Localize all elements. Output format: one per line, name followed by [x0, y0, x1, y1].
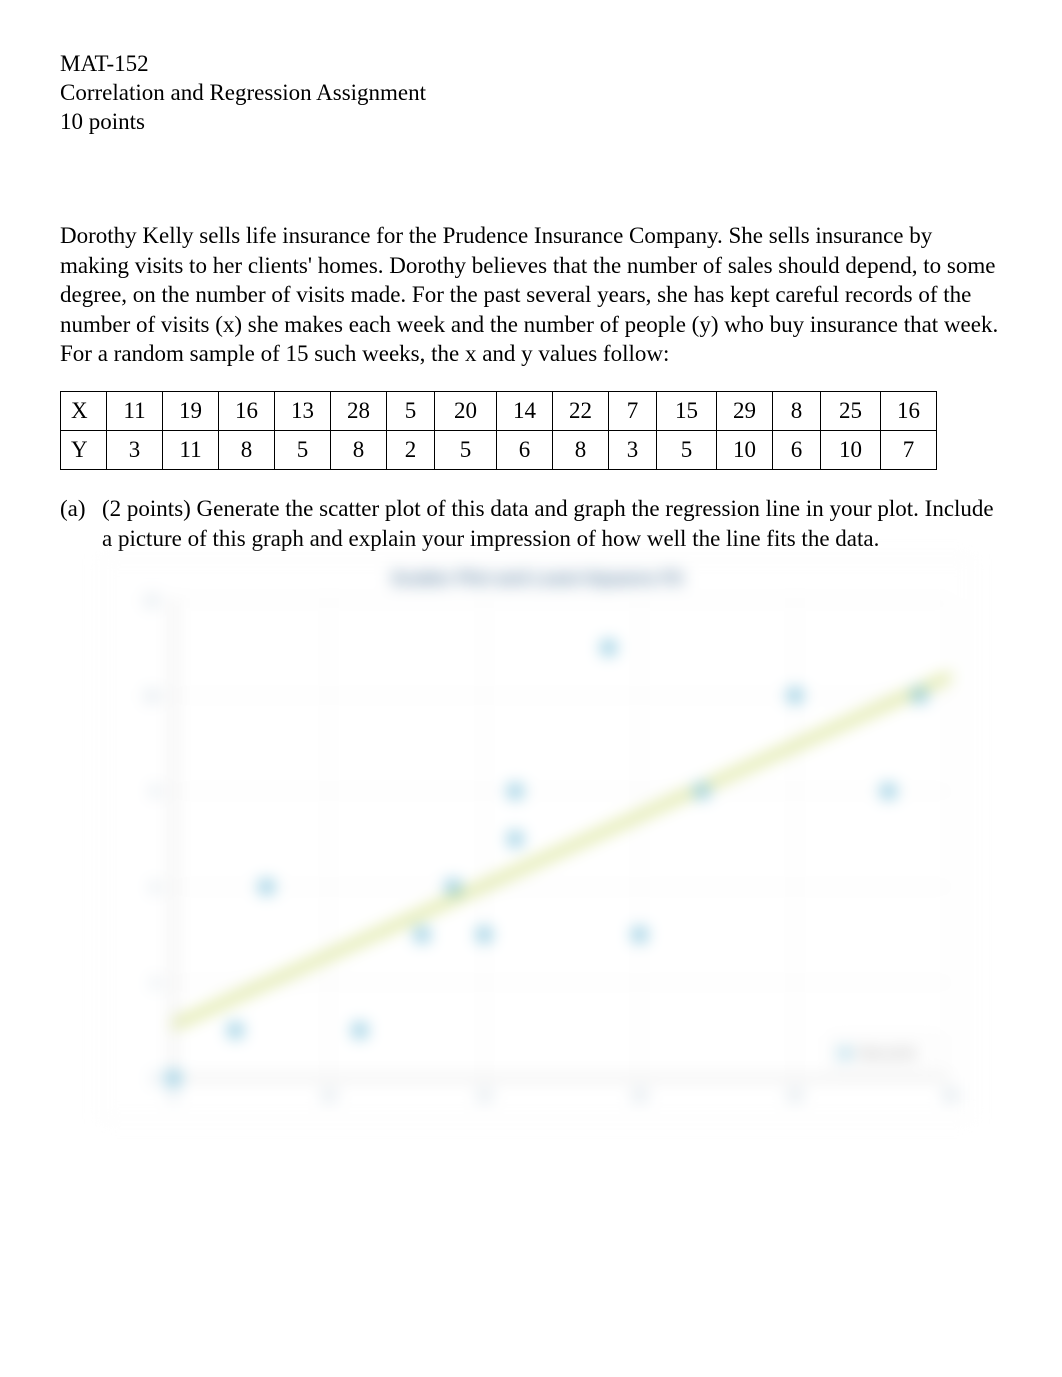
data-cell: 6: [773, 431, 821, 470]
y-tick-label: 2: [152, 1070, 160, 1086]
data-cell: 2: [387, 431, 435, 470]
data-cell: 8: [773, 392, 821, 431]
data-cell: 19: [163, 392, 219, 431]
x-tick-label: 30: [943, 1087, 959, 1103]
x-tick-label: 10: [321, 1087, 337, 1103]
y-tick-label: 12: [144, 592, 160, 608]
data-cell: 3: [609, 431, 657, 470]
points-line: 10 points: [60, 108, 1002, 137]
data-point: [508, 832, 522, 846]
chart-title: Scatter Plot and Least-Squares Fit: [391, 568, 683, 588]
data-cell: 5: [275, 431, 331, 470]
data-cell: 14: [497, 392, 553, 431]
data-cell: 25: [821, 392, 881, 431]
data-cell: 8: [331, 431, 387, 470]
data-cell: 29: [717, 392, 773, 431]
data-cell: 5: [657, 431, 717, 470]
data-cell: 5: [387, 392, 435, 431]
chart-svg: Scatter Plot and Least-Squares Fit 2 4 6 8 10…: [103, 560, 971, 1118]
data-point: [415, 928, 429, 942]
data-point: [788, 689, 802, 703]
data-point: [881, 785, 895, 799]
data-point: [353, 1024, 367, 1038]
data-cell: 7: [609, 392, 657, 431]
data-cell: 15: [657, 392, 717, 431]
x-tick-label: 20: [632, 1087, 648, 1103]
data-cell: 28: [331, 392, 387, 431]
data-point: [602, 641, 616, 655]
data-cell: 3: [107, 431, 163, 470]
y-tick-label: 6: [152, 879, 160, 895]
row-label: X: [61, 392, 107, 431]
x-tick-label: 5: [169, 1087, 177, 1103]
data-cell: 10: [717, 431, 773, 470]
assignment-title: Correlation and Regression Assignment: [60, 79, 1002, 108]
data-point: [260, 880, 274, 894]
data-cell: 8: [219, 431, 275, 470]
header-block: MAT-152 Correlation and Regression Assig…: [60, 50, 1002, 136]
data-cell: 8: [553, 431, 609, 470]
data-point: [508, 785, 522, 799]
data-cell: 11: [107, 392, 163, 431]
legend-marker: [840, 1049, 850, 1059]
data-point: [229, 1024, 243, 1038]
table-row: X111916132852014227152982516: [61, 392, 937, 431]
data-cell: 10: [821, 431, 881, 470]
x-tick-label: 25: [787, 1087, 803, 1103]
data-point: [166, 1071, 180, 1085]
x-tick-label: 15: [476, 1087, 492, 1103]
data-point: [633, 928, 647, 942]
data-cell: 20: [435, 392, 497, 431]
row-label: Y: [61, 431, 107, 470]
data-cell: 6: [497, 431, 553, 470]
scatter-chart: Scatter Plot and Least-Squares Fit 2 4 6 8 10…: [102, 559, 972, 1119]
data-cell: 7: [881, 431, 937, 470]
y-tick-label: 8: [152, 783, 160, 799]
data-cell: 22: [553, 392, 609, 431]
intro-paragraph: Dorothy Kelly sells life insurance for t…: [60, 221, 1002, 368]
table-row: Y311858256835106107: [61, 431, 937, 470]
y-tick-label: 4: [152, 975, 160, 991]
data-point: [446, 880, 460, 894]
data-cell: 11: [163, 431, 219, 470]
data-table: X111916132852014227152982516Y31185825683…: [60, 391, 937, 470]
data-cell: 13: [275, 392, 331, 431]
data-cell: 16: [219, 392, 275, 431]
question-a: (a) (2 points) Generate the scatter plot…: [60, 494, 1002, 553]
question-text: (2 points) Generate the scatter plot of …: [102, 494, 1002, 553]
data-point: [477, 928, 491, 942]
data-point: [912, 689, 926, 703]
y-tick-label: 10: [144, 688, 160, 704]
data-point: [695, 785, 709, 799]
question-marker: (a): [60, 494, 102, 553]
legend-label: Data points: [857, 1047, 917, 1061]
data-cell: 16: [881, 392, 937, 431]
course-code: MAT-152: [60, 50, 1002, 79]
data-cell: 5: [435, 431, 497, 470]
document-page: MAT-152 Correlation and Regression Assig…: [0, 0, 1062, 1159]
